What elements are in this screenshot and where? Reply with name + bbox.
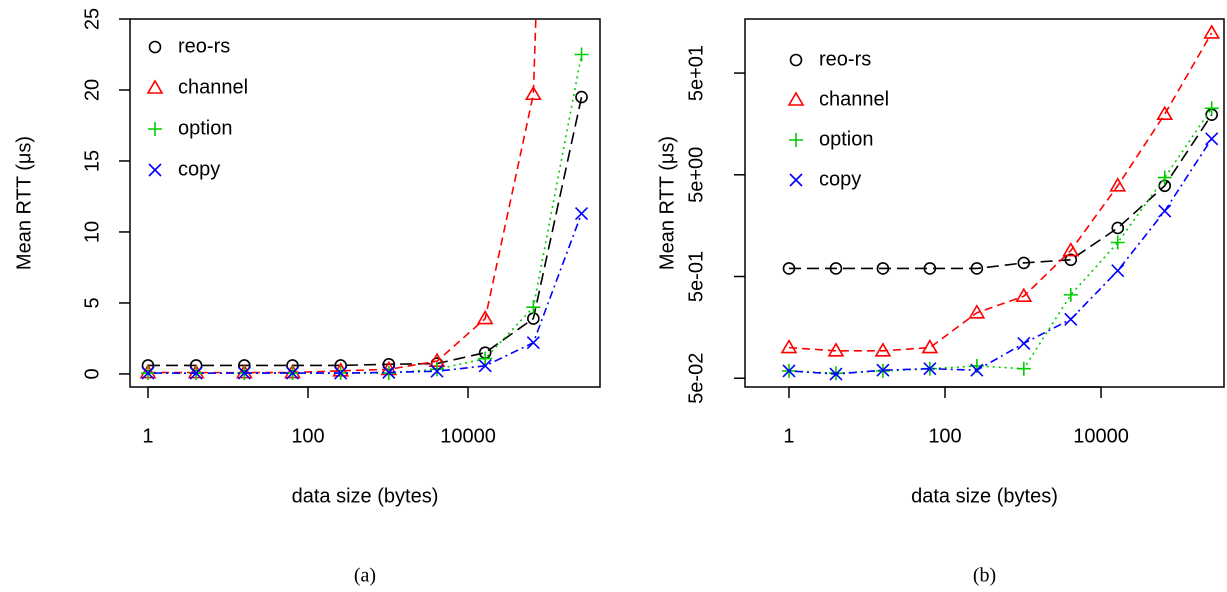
y-tick-label: 5e+01 bbox=[685, 45, 707, 101]
marker bbox=[782, 364, 796, 378]
marker bbox=[574, 47, 589, 62]
marker bbox=[141, 366, 155, 380]
marker bbox=[1063, 287, 1078, 302]
legend-marker bbox=[789, 133, 803, 147]
y-tick-label: 5 bbox=[81, 297, 103, 308]
legend-label: channel bbox=[819, 88, 889, 110]
x-tick-label: 1 bbox=[783, 425, 794, 447]
marker bbox=[829, 262, 843, 275]
legend-label: copy bbox=[178, 158, 220, 180]
caption: (b) bbox=[973, 565, 996, 587]
y-axis-title: Mean RTT (μs) bbox=[13, 136, 35, 270]
marker bbox=[1157, 170, 1172, 185]
marker bbox=[189, 366, 203, 380]
marker bbox=[921, 339, 939, 354]
marker bbox=[1205, 132, 1219, 146]
marker bbox=[1204, 101, 1219, 116]
marker bbox=[1111, 221, 1125, 235]
y-tick-label: 25 bbox=[81, 8, 103, 30]
marker bbox=[968, 304, 986, 319]
legend-label: reo-rs bbox=[819, 48, 871, 70]
legend-marker bbox=[148, 40, 162, 54]
y-tick-label: 5e+00 bbox=[685, 147, 707, 203]
marker bbox=[1017, 256, 1031, 270]
y-tick-label: 5e-01 bbox=[685, 251, 707, 302]
legend-label: option bbox=[178, 117, 233, 139]
marker bbox=[876, 262, 890, 275]
series-line bbox=[788, 32, 1213, 352]
legend-label: option bbox=[819, 128, 874, 150]
x-tick-label: 10000 bbox=[1073, 425, 1129, 447]
legend-marker bbox=[146, 79, 164, 94]
caption: (a) bbox=[354, 565, 376, 587]
marker bbox=[382, 365, 396, 379]
marker bbox=[1156, 105, 1174, 121]
marker bbox=[874, 342, 892, 357]
series-line bbox=[147, 96, 583, 367]
marker bbox=[780, 339, 798, 354]
marker bbox=[923, 362, 937, 376]
marker bbox=[970, 363, 984, 377]
x-tick-label: 100 bbox=[291, 425, 324, 447]
marker bbox=[1062, 241, 1080, 257]
legend-marker bbox=[148, 163, 162, 177]
marker bbox=[478, 351, 493, 366]
marker bbox=[430, 362, 445, 377]
plot-area bbox=[139, 19, 589, 381]
marker bbox=[1064, 312, 1078, 326]
marker bbox=[524, 85, 542, 101]
marker bbox=[334, 366, 348, 380]
y-tick-label: 15 bbox=[81, 150, 103, 172]
x-tick-label: 1 bbox=[142, 425, 153, 447]
plot-frame bbox=[744, 18, 1225, 388]
legend-marker bbox=[787, 91, 805, 106]
x-tick-label: 100 bbox=[928, 425, 961, 447]
plot-area bbox=[780, 24, 1221, 381]
marker bbox=[476, 309, 494, 325]
legend-label: copy bbox=[819, 168, 861, 190]
marker bbox=[923, 262, 937, 275]
marker bbox=[478, 359, 492, 373]
legend-label: channel bbox=[178, 76, 248, 98]
y-tick-label: 20 bbox=[81, 79, 103, 101]
legend-label: reo-rs bbox=[178, 35, 230, 57]
marker bbox=[526, 300, 541, 315]
marker bbox=[876, 363, 890, 377]
x-axis-title: data size (bytes) bbox=[292, 485, 439, 507]
marker bbox=[1015, 287, 1033, 303]
legend-marker bbox=[789, 173, 803, 187]
marker bbox=[1110, 235, 1125, 250]
marker bbox=[970, 262, 984, 275]
marker bbox=[285, 366, 300, 380]
x-tick-label: 10000 bbox=[440, 425, 496, 447]
series-line bbox=[147, 213, 583, 374]
series-line bbox=[788, 107, 1213, 375]
marker bbox=[782, 262, 796, 275]
marker bbox=[430, 364, 444, 378]
marker bbox=[575, 90, 588, 104]
marker bbox=[1158, 204, 1172, 218]
marker bbox=[827, 342, 845, 357]
marker bbox=[237, 366, 251, 380]
y-axis-title: Mean RTT (μs) bbox=[656, 136, 678, 270]
x-axis-title: data size (bytes) bbox=[911, 485, 1058, 507]
marker bbox=[1111, 264, 1125, 278]
marker bbox=[1203, 24, 1221, 39]
y-tick-label: 10 bbox=[81, 221, 103, 243]
legend-marker bbox=[789, 53, 803, 67]
series-line bbox=[788, 114, 1213, 270]
marker bbox=[829, 367, 843, 381]
marker bbox=[1064, 253, 1078, 267]
y-tick-label: 0 bbox=[81, 368, 103, 379]
marker bbox=[574, 206, 589, 221]
marker bbox=[1109, 177, 1127, 192]
plot-frame bbox=[129, 18, 601, 388]
marker bbox=[1017, 336, 1031, 350]
marker bbox=[526, 336, 540, 350]
y-tick-label: 5e-02 bbox=[685, 353, 707, 404]
marker bbox=[1016, 361, 1031, 376]
legend-marker bbox=[148, 122, 162, 136]
series-line bbox=[147, 54, 583, 374]
